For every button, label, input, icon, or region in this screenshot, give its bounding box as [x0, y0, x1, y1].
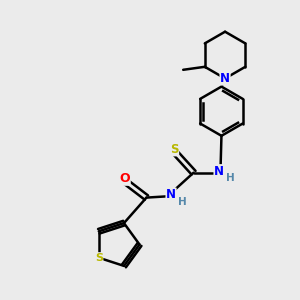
Text: S: S — [95, 253, 103, 263]
Text: O: O — [119, 172, 130, 185]
Text: N: N — [214, 165, 224, 178]
Text: H: H — [226, 173, 235, 183]
Text: H: H — [178, 196, 187, 206]
Text: S: S — [170, 143, 178, 156]
Text: N: N — [220, 72, 230, 85]
Text: N: N — [166, 188, 176, 201]
